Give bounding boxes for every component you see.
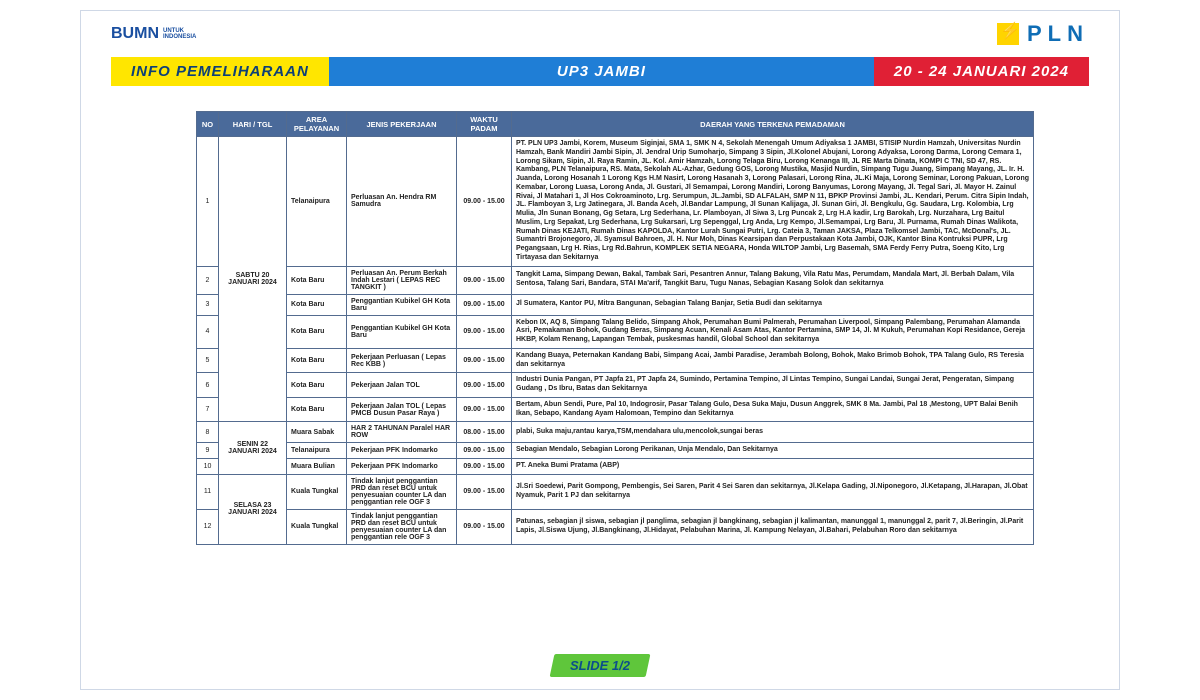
col-date: HARI / TGL — [219, 112, 287, 137]
table-row: 11 SELASA 23 JANUARI 2024 Kuala Tungkal … — [197, 474, 1034, 509]
schedule-table-wrap: NO HARI / TGL AREA PELAYANAN JENIS PEKER… — [196, 111, 1034, 649]
table-row: 12 Kuala Tungkal Tindak lanjut pengganti… — [197, 509, 1034, 544]
col-region: DAERAH YANG TERKENA PEMADAMAN — [512, 112, 1034, 137]
table-row: 1 SABTU 20 JANUARI 2024 Telanaipura Perl… — [197, 137, 1034, 267]
date-group-2: SENIN 22 JANUARI 2024 — [219, 422, 287, 475]
document-frame: BUMN UNTUK INDONESIA PLN INFO PEMELIHARA… — [80, 10, 1120, 690]
banner-left: INFO PEMELIHARAAN — [111, 57, 329, 86]
header-row: NO HARI / TGL AREA PELAYANAN JENIS PEKER… — [197, 112, 1034, 137]
col-time: WAKTU PADAM — [457, 112, 512, 137]
col-area: AREA PELAYANAN — [287, 112, 347, 137]
bumn-logo: BUMN UNTUK INDONESIA — [111, 25, 196, 43]
pln-logo: PLN — [997, 21, 1089, 47]
table-row: 7 Kota Baru Pekerjaan Jalan TOL ( Lepas … — [197, 397, 1034, 422]
col-no: NO — [197, 112, 219, 137]
table-row: 2 Kota Baru Perluasan An. Perum Berkah I… — [197, 266, 1034, 294]
title-banner: INFO PEMELIHARAAN UP3 JAMBI 20 - 24 JANU… — [111, 57, 1089, 86]
table-row: 8 SENIN 22 JANUARI 2024 Muara Sabak HAR … — [197, 422, 1034, 443]
table-row: 9 Telanaipura Pekerjaan PFK Indomarko 09… — [197, 443, 1034, 459]
slide-indicator: SLIDE 1/2 — [550, 654, 651, 677]
bumn-subtext: UNTUK INDONESIA — [163, 28, 196, 40]
table-row: 3 Kota Baru Penggantian Kubikel GH Kota … — [197, 294, 1034, 315]
banner-center: UP3 JAMBI — [329, 57, 874, 86]
pln-icon — [997, 23, 1019, 45]
date-group-3: SELASA 23 JANUARI 2024 — [219, 474, 287, 544]
table-row: 4 Kota Baru Penggantian Kubikel GH Kota … — [197, 315, 1034, 348]
table-row: 5 Kota Baru Pekerjaan Perluasan ( Lepas … — [197, 348, 1034, 373]
bumn-text: BUMN — [111, 25, 159, 43]
table-row: 10 Muara Bulian Pekerjaan PFK Indomarko … — [197, 459, 1034, 475]
pln-text: PLN — [1027, 21, 1089, 47]
schedule-table: NO HARI / TGL AREA PELAYANAN JENIS PEKER… — [196, 111, 1034, 545]
banner-right: 20 - 24 JANUARI 2024 — [874, 57, 1089, 86]
col-job: JENIS PEKERJAAN — [347, 112, 457, 137]
logo-row: BUMN UNTUK INDONESIA PLN — [81, 11, 1119, 52]
table-row: 6 Kota Baru Pekerjaan Jalan TOL 09.00 - … — [197, 373, 1034, 398]
date-group-1: SABTU 20 JANUARI 2024 — [219, 137, 287, 422]
